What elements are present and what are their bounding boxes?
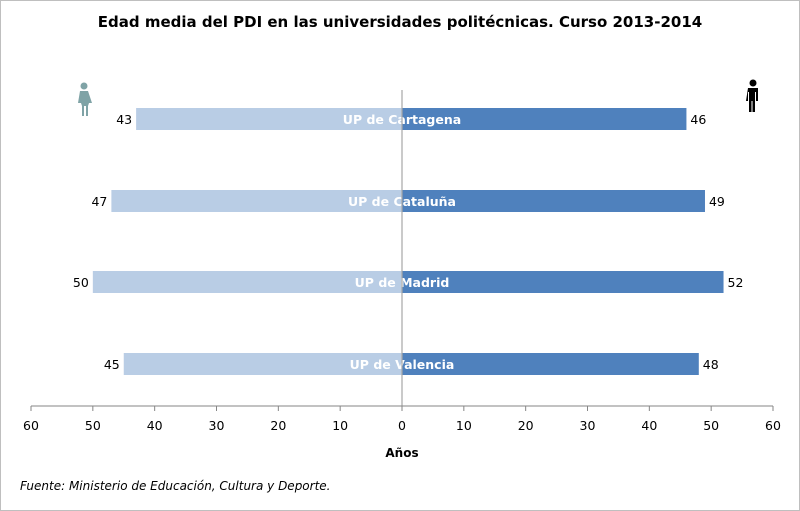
data-label-female: 43 — [116, 112, 132, 127]
x-tick-label: 20 — [518, 418, 534, 433]
data-label-male: 52 — [728, 275, 744, 290]
x-tick-label: 10 — [456, 418, 472, 433]
female-icon — [78, 82, 92, 116]
bar-female — [136, 108, 402, 130]
bar-male — [402, 108, 687, 130]
x-tick-label: 50 — [85, 418, 101, 433]
data-label-male: 46 — [690, 112, 706, 127]
bar-male — [402, 190, 705, 212]
chart-title: Edad media del PDI en las universidades … — [98, 13, 702, 31]
x-tick-label: 50 — [703, 418, 719, 433]
bar-female — [111, 190, 402, 212]
data-label-female: 47 — [91, 194, 107, 209]
data-label-female: 45 — [104, 357, 120, 372]
data-label-male: 48 — [703, 357, 719, 372]
bar-female — [92, 271, 402, 293]
x-axis-label: Años — [385, 446, 418, 460]
x-tick-label: 60 — [765, 418, 781, 433]
data-label-female: 50 — [73, 275, 89, 290]
bar-male — [402, 271, 724, 293]
source-note: Fuente: Ministerio de Educación, Cultura… — [20, 479, 331, 493]
bar-female — [123, 353, 402, 375]
x-tick-label: 40 — [147, 418, 163, 433]
bar-male — [402, 353, 699, 375]
x-tick-label: 40 — [641, 418, 657, 433]
data-label-male: 49 — [709, 194, 725, 209]
x-tick-label: 0 — [398, 418, 406, 433]
x-tick-label: 20 — [270, 418, 286, 433]
male-icon — [746, 79, 758, 112]
x-tick-label: 30 — [209, 418, 225, 433]
x-tick-label: 10 — [332, 418, 348, 433]
x-tick-label: 60 — [23, 418, 39, 433]
x-tick-label: 30 — [580, 418, 596, 433]
